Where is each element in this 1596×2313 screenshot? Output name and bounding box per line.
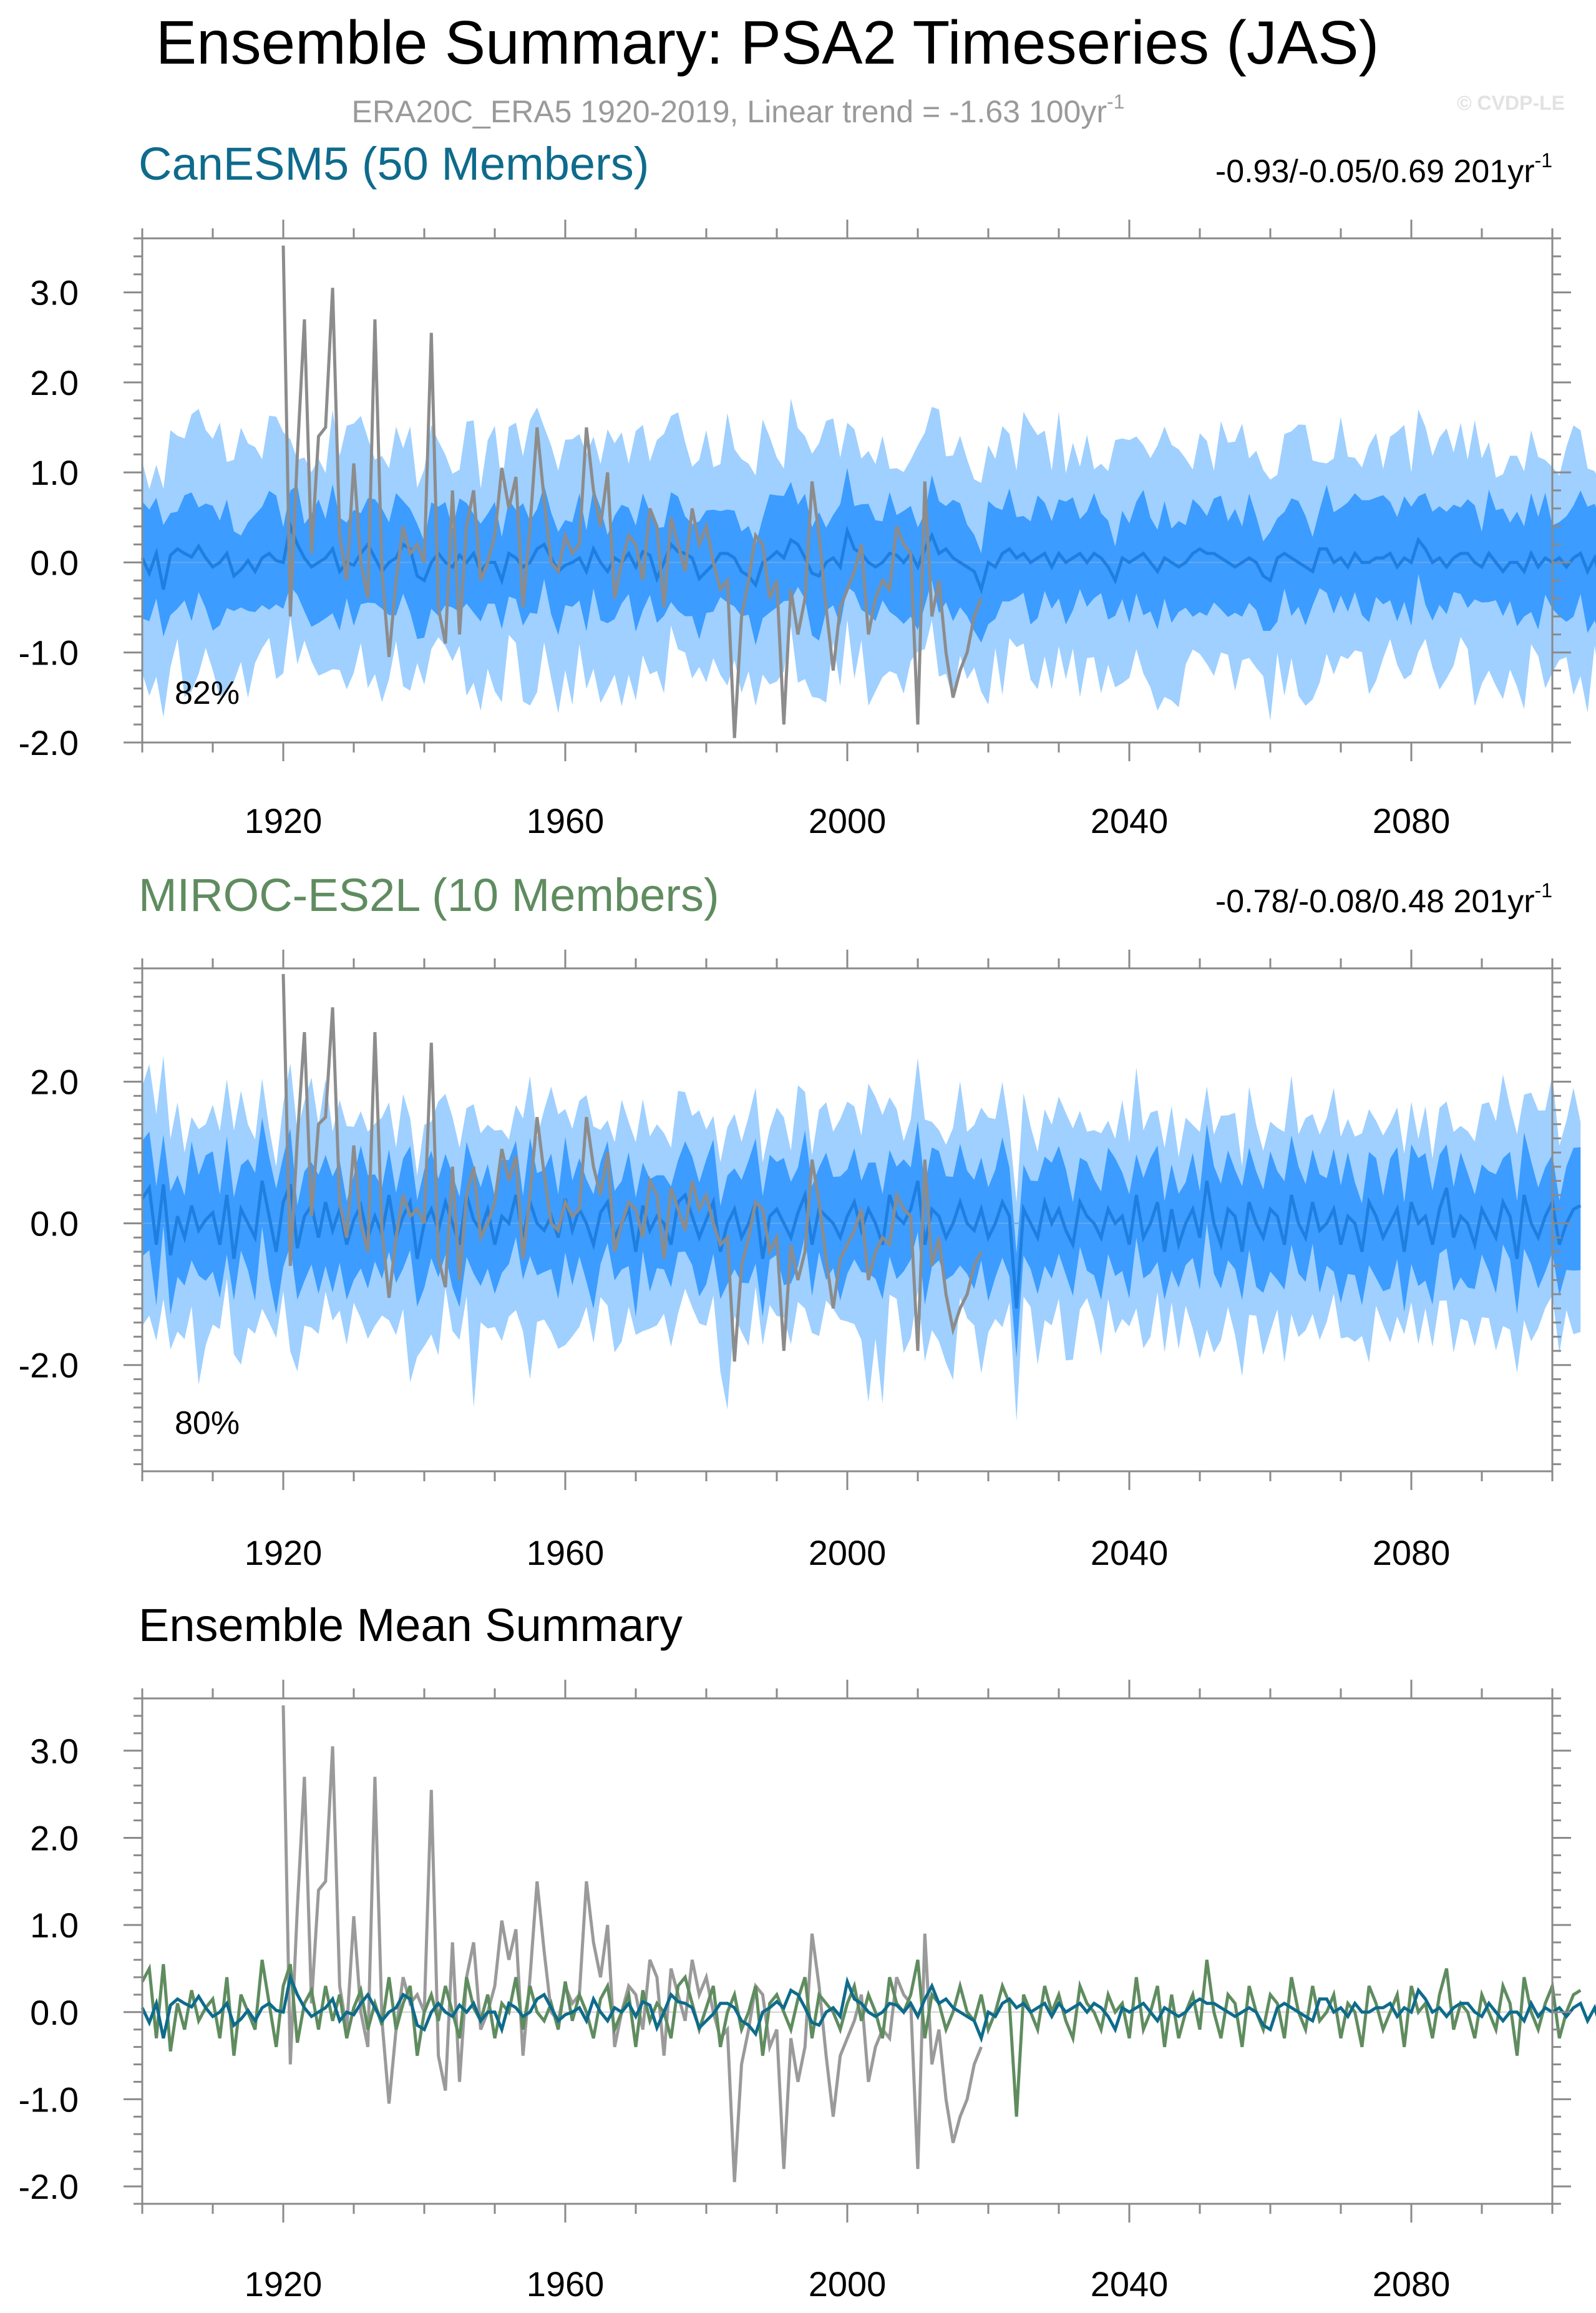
x-tick-label: 2080: [1373, 2264, 1451, 2304]
canesm5-mean-line: [140, 1972, 1596, 2043]
y-tick-label: 0.0: [30, 1204, 79, 1244]
y-tick-label: 0.0: [30, 1993, 79, 2032]
y-tick-label: 2.0: [30, 363, 79, 402]
ensemble-inner-band: [142, 1118, 1581, 1358]
panel-title: MIROC-ES2L (10 Members): [139, 869, 719, 921]
trend-text: -0.78/-0.08/0.48 201yr: [1215, 884, 1535, 920]
x-tick-label: 2040: [1091, 2264, 1169, 2304]
trend-label: -0.78/-0.08/0.48 201yr-1: [1215, 879, 1552, 920]
y-tick-label: 0.0: [30, 543, 79, 582]
x-tick-label: 1960: [527, 2264, 605, 2304]
x-tick-label: 2040: [1091, 1533, 1169, 1572]
y-tick-label: 2.0: [30, 1063, 79, 1102]
x-tick-label: 1960: [527, 801, 605, 840]
x-tick-label: 2080: [1373, 1533, 1451, 1572]
obs-line: [281, 1705, 983, 2183]
trend-label: -0.93/-0.05/0.69 201yr-1: [1215, 149, 1552, 190]
panel-title: Ensemble Mean Summary: [139, 1599, 683, 1651]
x-tick-label: 2080: [1373, 801, 1451, 840]
x-tick-label: 2000: [809, 801, 887, 840]
obs-line: [281, 974, 983, 1362]
x-tick-label: 1960: [527, 1533, 605, 1572]
panel-ensemble-mean: Ensemble Mean Summary 1920 1960 2000 2040 208…: [19, 1599, 1596, 2304]
ensemble-inner-band: [142, 467, 1596, 646]
watermark: © CVDP-LE: [1457, 92, 1565, 114]
panel-canesm5: CanESM5 (50 Members) -0.93/-0.05/0.69 201…: [19, 138, 1596, 840]
page-subtitle: ERA20C_ERA5 1920-2019, Linear trend = -1…: [352, 90, 1125, 129]
trend-sup: -1: [1535, 149, 1552, 172]
x-tick-label: 1920: [245, 801, 323, 840]
y-tick-label: -2.0: [19, 1346, 79, 1385]
trend-sup: -1: [1535, 879, 1552, 902]
panel-title: CanESM5 (50 Members): [139, 138, 649, 190]
x-tick-label: 2000: [809, 1533, 887, 1572]
plot-area: [140, 974, 1582, 1422]
page-subtitle-sup: -1: [1107, 90, 1124, 113]
x-tick-label: 1920: [245, 1533, 323, 1572]
y-tick-label: 3.0: [30, 1731, 79, 1771]
x-tick-label: 1920: [245, 2264, 323, 2304]
plot-area: [140, 245, 1596, 738]
miroc-mean-line: [140, 1959, 1582, 2117]
x-tick-label: 2000: [809, 2264, 887, 2304]
trend-text: -0.93/-0.05/0.69 201yr: [1215, 153, 1535, 190]
plot-area: [140, 1705, 1596, 2183]
y-tick-label: -1.0: [19, 633, 79, 673]
percent-label: 80%: [175, 1405, 240, 1441]
panel-miroc: MIROC-ES2L (10 Members) -0.78/-0.08/0.48 …: [19, 869, 1582, 1572]
y-tick-label: -2.0: [19, 723, 79, 762]
y-tick-label: -1.0: [19, 2080, 79, 2119]
page-title: Ensemble Summary: PSA2 Timeseries (JAS): [156, 8, 1379, 77]
ensemble-mean-line: [140, 520, 1596, 595]
y-tick-label: 1.0: [30, 453, 79, 492]
page-subtitle-text: ERA20C_ERA5 1920-2019, Linear trend = -1…: [352, 94, 1107, 129]
y-tick-label: 3.0: [30, 273, 79, 313]
x-tick-label: 2040: [1091, 801, 1169, 840]
y-tick-label: 2.0: [30, 1818, 79, 1858]
obs-line: [281, 245, 983, 738]
plot-frame: [141, 1697, 1554, 2205]
percent-label: 82%: [175, 675, 240, 711]
y-tick-label: 1.0: [30, 1906, 79, 1945]
y-tick-label: -2.0: [19, 2167, 79, 2206]
